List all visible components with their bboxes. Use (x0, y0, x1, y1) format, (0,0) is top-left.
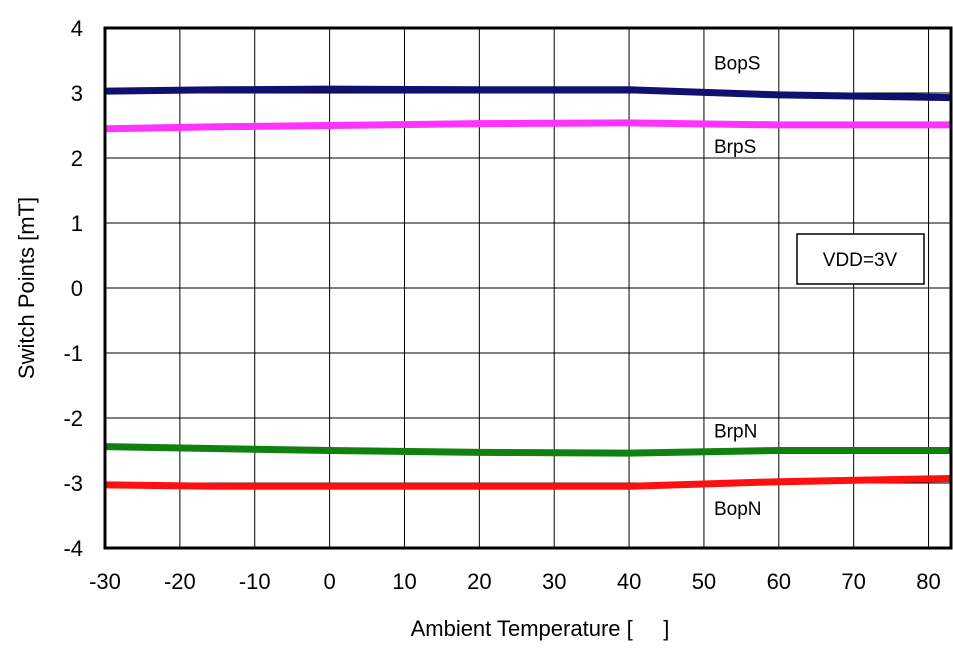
y-tick-label: -3 (63, 471, 83, 496)
x-tick-label: 20 (467, 569, 491, 594)
series-lines (104, 85, 952, 490)
x-axis-title: Ambient Temperature [ ] (411, 616, 670, 641)
annotation-text: VDD=3V (823, 250, 898, 271)
y-tick-label: 0 (71, 276, 83, 301)
x-tick-label: -20 (164, 569, 196, 594)
series-label-bops: BopS (714, 53, 760, 74)
y-tick-label: 2 (71, 146, 83, 171)
series-label-brps: BrpS (714, 137, 756, 158)
series-line-brpn (104, 443, 951, 457)
x-tick-label: 60 (767, 569, 791, 594)
series-line-brps (104, 119, 951, 133)
x-tick-label: 80 (916, 569, 940, 594)
x-tick-label: -30 (89, 569, 121, 594)
x-tick-label: 50 (692, 569, 716, 594)
series-label-bopn: BopN (714, 499, 762, 520)
x-tick-label: -10 (239, 569, 271, 594)
x-tick-labels: -30 -20 -10 0 10 20 30 40 50 60 70 80 (89, 569, 941, 594)
y-tick-label: -4 (63, 536, 83, 561)
x-tick-label: 10 (392, 569, 416, 594)
series-line-bops (104, 85, 952, 102)
x-tick-label: 0 (323, 569, 335, 594)
plot-frame (103, 26, 953, 550)
x-tick-label: 40 (617, 569, 641, 594)
y-tick-label: 3 (71, 81, 83, 106)
y-axis-title: Switch Points [mT] (14, 197, 39, 379)
series-labels: BopS BrpS BrpN BopN (714, 53, 762, 520)
y-tick-labels: 4 3 2 1 0 -1 -2 -3 -4 (63, 16, 83, 561)
series-label-brpn: BrpN (714, 422, 757, 443)
series-line-bopn (104, 475, 952, 490)
annotation-box: VDD=3V (796, 233, 925, 285)
x-tick-label: 30 (542, 569, 566, 594)
grid (104, 27, 951, 549)
x-tick-label: 70 (841, 569, 865, 594)
annotation-frame (796, 233, 925, 285)
y-tick-label: 1 (71, 211, 83, 236)
y-tick-label: 4 (71, 16, 83, 41)
y-tick-label: -2 (63, 406, 83, 431)
y-tick-label: -1 (63, 341, 83, 366)
